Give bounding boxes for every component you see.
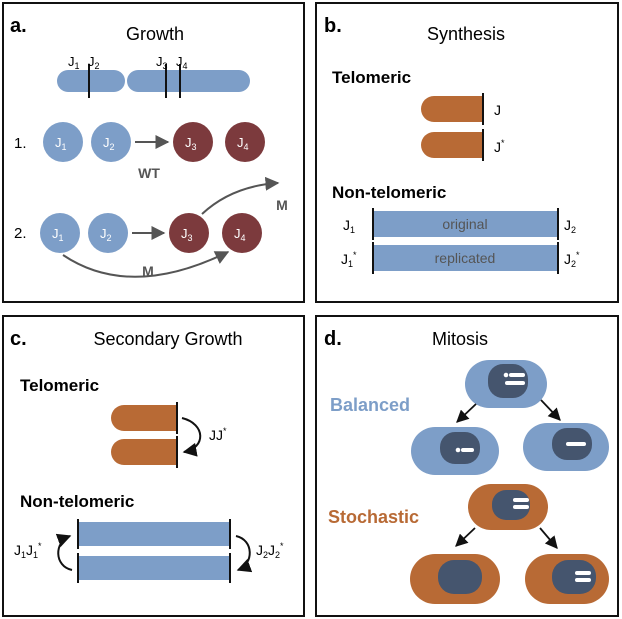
chromosome-bar [57,64,250,98]
panel-c: c. Secondary Growth Telomeric JJ* Non-te… [2,315,305,617]
stochastic-parent-cell [468,484,548,530]
panel-c-border [2,315,305,617]
b-original-bar [373,211,558,237]
b-label-jstar: J* [494,138,505,155]
row2-curve-up [201,176,280,215]
panel-a: a. Growth J1 J2 J3 J4 1. J1 J2 J3 J4 WT … [2,2,305,303]
m-label-lower: M [142,263,154,279]
balanced-daughter-left [411,427,499,475]
panel-a-title: Growth [126,24,184,44]
row2-curve-down [62,251,230,278]
panel-d-border [315,315,619,617]
row2-circle-j2 [88,213,128,253]
b-replicated-bar [373,245,558,271]
row2-circle-j1 [40,213,80,253]
stochastic-arrow-left [455,527,476,547]
b-right-j2star: J2* [564,250,580,269]
row2-circle-j4 [222,213,262,253]
b-telomere-bottom [421,132,483,158]
row1-circles [43,122,265,162]
panel-b-border [315,2,619,303]
c-bar-top [78,522,230,546]
wt-label: WT [138,165,160,181]
panel-b-letter: b. [324,15,342,37]
balanced-parent-cell [465,360,547,408]
b-right-j2: J2 [564,217,576,235]
m-label-upper: M [276,197,288,213]
balanced-daughter-right [523,423,609,471]
stochastic-label: Stochastic [328,507,419,527]
balanced-arrow-right [540,399,561,421]
panel-c-title: Secondary Growth [93,329,242,349]
c-telomeric-heading: Telomeric [20,376,99,395]
c-telomere-bottom [111,439,177,465]
panel-b-title: Synthesis [427,24,505,44]
row2-circle-j3 [169,213,209,253]
b-nontelomeric-heading: Non-telomeric [332,183,446,202]
c-left-arrow [55,533,73,571]
stochastic-arrow-right [539,527,558,549]
panel-a-border [2,2,305,303]
panel-b: b. Synthesis Telomeric J J* Non-telomeri… [315,2,619,303]
row1-circle-j2 [91,122,131,162]
row2-j4-text: J4 [234,226,246,243]
row1-j2-text: J2 [103,135,115,152]
row1-circle-j3 [173,122,213,162]
balanced-label: Balanced [330,395,410,415]
panel-c-letter: c. [10,328,27,350]
c-label-jj: JJ* [209,426,227,443]
b-telomere-top [421,96,483,122]
row2-j2-text: J2 [100,226,112,243]
b-label-j: J [494,102,501,118]
b-original-text: original [442,216,487,232]
c-right-arrow [235,535,253,573]
panel-d: d. Mitosis Balanced Stochastic [315,315,619,617]
row1-circle-j1 [43,122,83,162]
row2-circles [40,213,262,253]
panel-a-letter: a. [10,15,27,37]
panel-d-title: Mitosis [432,329,488,349]
b-telomeric-heading: Telomeric [332,68,411,87]
b-replicated-text: replicated [435,250,496,266]
row1-label: 1. [14,135,27,152]
chrom-label-j1: J1 [68,54,80,71]
c-telomere-top [111,405,177,431]
row2-label: 2. [14,225,27,242]
b-left-j1: J1 [343,217,355,235]
c-telomere-arrow [181,417,202,457]
c-right-label: J2J2* [256,541,284,560]
row2-j3-text: J3 [181,226,193,243]
c-bar-bottom [78,556,230,580]
c-left-label: J1J1* [14,541,42,560]
chrom-label-j4: J4 [176,54,188,71]
row1-circle-j4 [225,122,265,162]
panel-d-letter: d. [324,328,342,350]
row2-j1-text: J1 [52,226,64,243]
row1-j3-text: J3 [185,135,197,152]
chrom-label-j2: J2 [88,54,100,71]
b-left-j1star: J1* [341,250,357,269]
row1-j1-text: J1 [55,135,67,152]
c-nontelomeric-heading: Non-telomeric [20,492,134,511]
stochastic-daughter-left [410,554,500,604]
chrom-label-j3: J3 [156,54,168,71]
balanced-arrow-left [456,403,477,423]
stochastic-daughter-right [525,554,609,604]
row1-j4-text: J4 [237,135,249,152]
